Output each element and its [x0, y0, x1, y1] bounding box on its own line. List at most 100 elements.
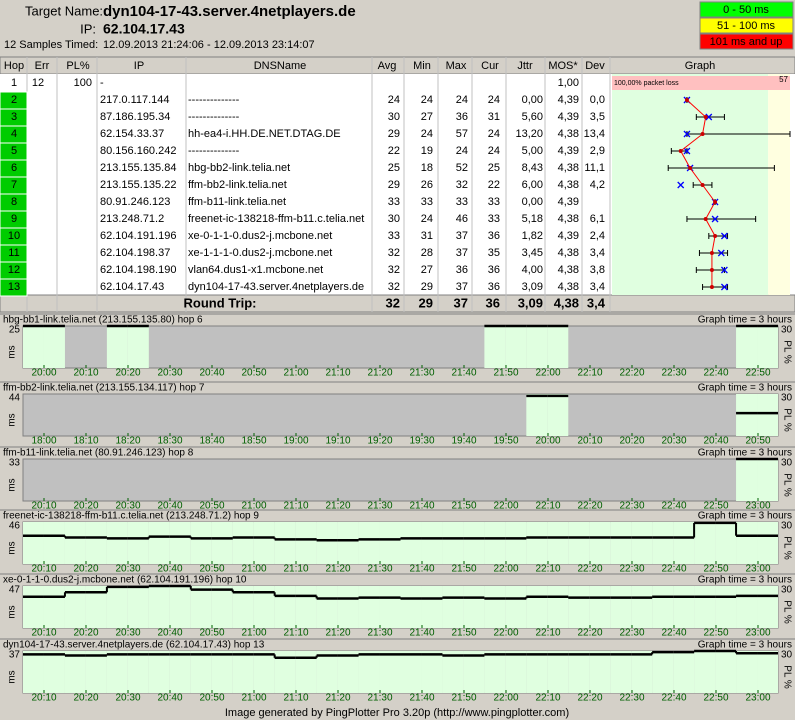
current-marker	[683, 130, 691, 138]
data-zone	[610, 651, 632, 693]
x-tick-label: 21:20	[325, 628, 350, 639]
pl-max: 30	[781, 325, 793, 336]
current-marker	[677, 181, 685, 189]
data-zone	[715, 586, 737, 628]
graph-time: Graph time = 3 hours	[698, 315, 792, 326]
table-cell: 36	[456, 111, 468, 123]
x-tick-label: 21:20	[325, 564, 350, 575]
table-cell: hh-ea4-i.HH.DE.NET.DTAG.DE	[188, 128, 341, 140]
y-unit: ms	[7, 478, 18, 491]
data-zone	[652, 586, 674, 628]
table-cell: 5,60	[522, 111, 543, 123]
x-tick-label: 20:40	[157, 693, 182, 704]
data-zone	[526, 394, 548, 436]
avg-dot	[703, 115, 708, 119]
x-tick-label: 20:50	[199, 564, 224, 575]
table-cell: 3,45	[522, 247, 543, 259]
y-max: 47	[9, 585, 21, 596]
table-cell: 24	[421, 94, 433, 106]
x-tick-label: 21:20	[325, 693, 350, 704]
data-zone	[400, 651, 422, 693]
data-zone	[127, 522, 149, 564]
data-zone	[715, 522, 737, 564]
table-cell: 3,4	[590, 247, 605, 259]
x-tick-label: 22:30	[619, 693, 644, 704]
table-cell: 32	[388, 264, 400, 276]
data-zone	[379, 586, 401, 628]
table-cell: 0,0	[590, 94, 605, 106]
y-max: 33	[9, 458, 21, 469]
table-cell: 5	[11, 145, 17, 157]
x-tick-label: 19:20	[367, 436, 392, 447]
x-tick-label: 20:30	[661, 436, 686, 447]
table-cell: 24	[456, 145, 468, 157]
x-tick-label: 20:50	[199, 501, 224, 512]
data-zone	[484, 326, 506, 368]
panel-plot	[22, 458, 779, 502]
x-tick-label: 20:20	[73, 693, 98, 704]
x-tick-label: 20:40	[157, 501, 182, 512]
x-tick-label: 22:00	[493, 628, 518, 639]
x-tick-label: 22:40	[703, 368, 728, 379]
table-cell: ffm-b11-link.telia.net	[188, 196, 286, 208]
x-tick-label: 19:10	[325, 436, 350, 447]
table-cell: 35	[488, 247, 500, 259]
table-cell: 32	[388, 281, 400, 293]
avg-dot	[709, 268, 714, 272]
table-cell: hbg-bb2-link.telia.net	[188, 162, 290, 174]
data-zone	[127, 651, 149, 693]
table-cell: -	[100, 77, 104, 89]
pl-unit: PL %	[781, 473, 792, 497]
x-tick-label: 20:50	[199, 693, 224, 704]
table-cell: 29	[388, 128, 400, 140]
x-tick-label: 22:20	[577, 564, 602, 575]
table-cell: ffm-bb2-link.telia.net	[188, 179, 287, 191]
avg-dot	[684, 98, 689, 102]
data-zone	[64, 586, 86, 628]
legend-swatch	[699, 17, 794, 34]
hop-status	[0, 278, 28, 297]
x-tick-label: 20:40	[157, 564, 182, 575]
data-zone	[526, 522, 548, 564]
table-cell: 4,38	[558, 128, 579, 140]
table-cell: 24	[488, 94, 500, 106]
table-cell: 4,38	[558, 162, 579, 174]
column-header: Avg	[378, 60, 397, 72]
avg-dot	[678, 149, 683, 153]
column-header: Dev	[585, 60, 605, 72]
data-zone	[442, 651, 464, 693]
table-cell: 24	[421, 213, 433, 225]
data-zone	[190, 522, 212, 564]
x-tick-label: 20:20	[73, 628, 98, 639]
table-cell: --------------	[188, 145, 240, 157]
data-zone	[274, 522, 296, 564]
table-cell: 3,8	[590, 264, 605, 276]
data-zone	[442, 586, 464, 628]
x-tick-label: 21:30	[367, 564, 392, 575]
table-cell: 29	[421, 281, 433, 293]
table-cell: 46	[456, 213, 468, 225]
y-max: 44	[9, 393, 21, 404]
column-header: PL%	[66, 60, 89, 72]
x-tick-label: 21:50	[451, 693, 476, 704]
x-tick-label: 21:10	[325, 368, 350, 379]
panel-title: ffm-bb2-link.telia.net (213.155.134.117)…	[3, 383, 205, 394]
panel-plot	[22, 393, 779, 437]
data-zone	[652, 651, 674, 693]
table-cell: 18	[421, 162, 433, 174]
x-tick-label: 18:40	[199, 436, 224, 447]
data-zone	[547, 651, 569, 693]
table-cell: 24	[388, 94, 400, 106]
x-tick-label: 22:10	[577, 368, 602, 379]
data-zone	[274, 586, 296, 628]
data-zone	[253, 651, 275, 693]
x-tick-label: 22:50	[703, 628, 728, 639]
table-cell: 24	[488, 128, 500, 140]
data-zone	[211, 651, 233, 693]
x-tick-label: 20:00	[31, 368, 56, 379]
x-tick-label: 20:20	[115, 368, 140, 379]
x-tick-label: 22:30	[619, 501, 644, 512]
x-tick-label: 23:00	[745, 501, 770, 512]
table-cell: 32	[456, 179, 468, 191]
data-zone	[379, 522, 401, 564]
